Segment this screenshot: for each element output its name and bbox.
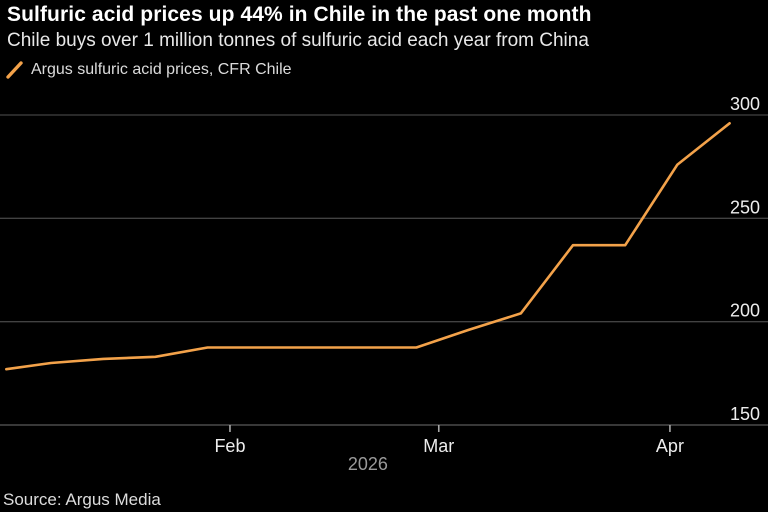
x-axis-year-label: 2026 xyxy=(348,454,388,474)
x-axis-month-label: Mar xyxy=(423,436,454,456)
legend-series-label: Argus sulfuric acid prices, CFR Chile xyxy=(31,61,292,78)
price-line xyxy=(5,122,731,371)
x-axis-month-label: Feb xyxy=(214,436,245,456)
source-attribution: Source: Argus Media xyxy=(3,490,161,509)
y-axis-label: 200 xyxy=(730,301,760,321)
x-axis-month-label: Apr xyxy=(656,436,684,456)
y-axis-label: 250 xyxy=(730,197,760,217)
y-axis-label: 150 xyxy=(730,404,760,424)
chart-title: Sulfuric acid prices up 44% in Chile in … xyxy=(7,3,592,26)
y-axis-label: 300 xyxy=(730,94,760,114)
line-slash-icon xyxy=(6,61,24,79)
chart-legend: Argus sulfuric acid prices, CFR Chile xyxy=(6,61,292,79)
chart-subtitle: Chile buys over 1 million tonnes of sulf… xyxy=(7,30,589,51)
